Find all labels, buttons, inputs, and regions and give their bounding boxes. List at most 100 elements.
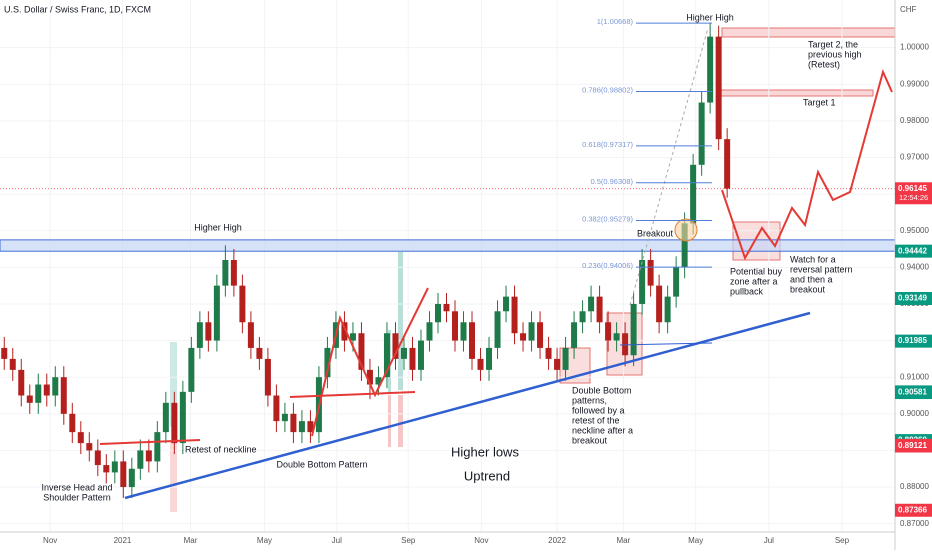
annotation: Higher High xyxy=(686,12,734,22)
annotation: Breakout xyxy=(637,228,674,238)
price-badge-label: 0.87366 xyxy=(898,505,927,514)
candle-body xyxy=(375,377,382,385)
candle-body xyxy=(145,450,152,462)
x-tick-label: Sep xyxy=(835,536,850,545)
highlight xyxy=(398,252,403,390)
grid xyxy=(0,0,895,532)
neckline xyxy=(289,391,416,398)
candle-body xyxy=(630,303,637,356)
target-box xyxy=(716,89,874,97)
candle-body xyxy=(307,421,314,433)
candle-body xyxy=(324,347,331,378)
candle-body xyxy=(366,369,373,385)
candle-body xyxy=(103,465,110,473)
annotation: pullback xyxy=(730,286,764,296)
candle-body xyxy=(647,260,654,286)
candle-body xyxy=(690,164,697,224)
candle-body xyxy=(358,333,365,370)
candle-body xyxy=(622,333,629,356)
x-tick-label: 2021 xyxy=(114,536,132,545)
candle-body xyxy=(511,296,518,334)
candle-body xyxy=(477,358,484,370)
fib-label: 1(1.00668) xyxy=(597,17,634,26)
candle-body xyxy=(43,384,50,396)
candle-body xyxy=(528,322,535,341)
x-tick-label: Sep xyxy=(401,536,416,545)
x-tick-label: 2022 xyxy=(548,536,566,545)
price-badge-label: 0.93149 xyxy=(898,294,927,303)
candle-body xyxy=(613,333,620,341)
candle-body xyxy=(417,340,424,370)
annotation: followed by a xyxy=(572,405,625,415)
candle-body xyxy=(205,322,212,341)
price-badge xyxy=(895,386,932,400)
y-tick-label: 0.88000 xyxy=(900,482,929,491)
y-tick-label: 0.95000 xyxy=(900,226,929,235)
x-tick-label: May xyxy=(257,536,272,545)
annotation: Watch for a xyxy=(790,254,836,264)
price-badge xyxy=(895,334,932,348)
fibonacci: 1(1.00668) 0.786(0.98802) 0.618(0.97317) 0.… xyxy=(582,17,712,270)
candle-body xyxy=(222,260,229,286)
candle-body xyxy=(409,347,416,370)
candle-body xyxy=(639,260,646,304)
candle-body xyxy=(137,450,144,469)
chart-title: U.S. Dollar / Swiss Franc, 1D, FXCM xyxy=(4,4,151,14)
candles xyxy=(1,23,731,499)
neckline xyxy=(99,439,201,445)
annotation: Potential buy xyxy=(730,266,783,276)
x-tick-label: May xyxy=(688,536,703,545)
candle-body xyxy=(9,358,16,370)
candle-body xyxy=(707,36,714,103)
candle-body xyxy=(154,432,161,462)
candle-body xyxy=(247,322,254,348)
y-tick-label: 0.87000 xyxy=(900,519,929,528)
candle-body xyxy=(171,402,178,444)
y-tick-label: 0.98000 xyxy=(900,116,929,125)
candle-body xyxy=(162,402,169,433)
candle-body xyxy=(596,296,603,323)
x-tick-label: Mar xyxy=(617,536,631,545)
candle-body xyxy=(128,468,135,488)
y-tick-label: 0.90000 xyxy=(900,409,929,418)
candle-body xyxy=(452,311,459,341)
x-tick-label: Jul xyxy=(764,536,774,545)
candle-body xyxy=(230,260,237,286)
candle-body xyxy=(673,267,680,297)
candle-body xyxy=(290,413,297,433)
y-tick-label: 0.99000 xyxy=(900,79,929,88)
annotation: patterns, xyxy=(572,395,607,405)
annotation: Target 1 xyxy=(803,97,836,107)
candle-body xyxy=(256,347,263,359)
candle-body xyxy=(188,347,195,392)
y-tick-label: 0.97000 xyxy=(900,153,929,162)
fib-label: 0.236(0.94006) xyxy=(582,261,633,270)
annotation: Shoulder Pattern xyxy=(43,492,111,502)
candle-body xyxy=(341,322,348,341)
candle-body xyxy=(554,358,561,370)
price-badge xyxy=(895,503,932,517)
candle-body xyxy=(588,296,595,312)
annotation: (Retest) xyxy=(808,59,840,69)
candle-body xyxy=(18,369,25,396)
y-tick-label: 1.00000 xyxy=(900,43,929,52)
candle-body xyxy=(392,333,399,359)
candle-body xyxy=(571,322,578,348)
candle-body xyxy=(698,102,705,165)
x-tick-label: Nov xyxy=(43,536,57,545)
annotation: reversal pattern xyxy=(790,264,853,274)
y-tick-label: 0.94000 xyxy=(900,262,929,271)
highlight xyxy=(388,395,391,447)
candle-body xyxy=(264,358,271,396)
fib-label: 0.618(0.97317) xyxy=(582,140,633,149)
candle-body xyxy=(298,421,305,433)
candle-body xyxy=(724,139,731,189)
drawings-over xyxy=(99,27,893,500)
candle-body xyxy=(383,333,390,378)
annotation: breakout xyxy=(572,435,608,445)
price-badge-label: 0.90581 xyxy=(898,388,927,397)
price-badge xyxy=(895,439,932,453)
annotation: Uptrend xyxy=(464,468,510,483)
candle-body xyxy=(111,461,118,473)
